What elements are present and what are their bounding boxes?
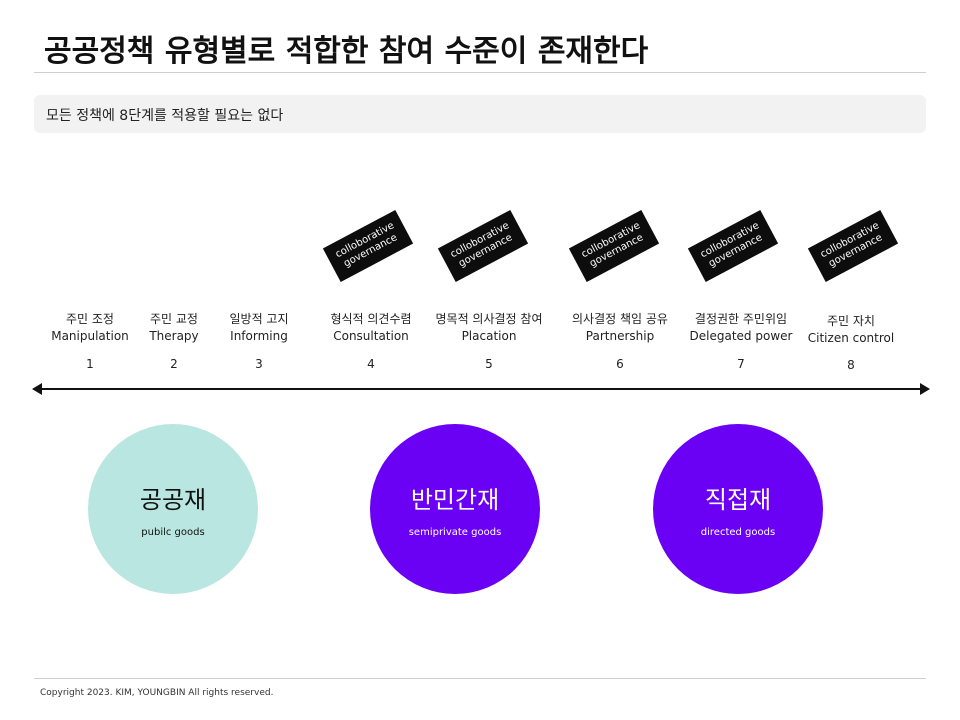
step-label-kr: 주민 조정: [66, 312, 114, 326]
step-4: 형식적 의견수렴 Consultation: [311, 310, 431, 343]
step-label-en: Informing: [230, 329, 288, 343]
step-label-en: Partnership: [585, 329, 655, 343]
step-number: 4: [367, 357, 375, 371]
step-6: 의사결정 책임 공유 Partnership: [560, 310, 680, 343]
step-number: 8: [847, 358, 855, 372]
step-label-kr: 의사결정 책임 공유: [572, 312, 668, 326]
governance-tag-4: colloborative governance: [322, 209, 414, 283]
step-5: 명목적 의사결정 참여 Placation: [429, 310, 549, 343]
public-goods-circle: 공공재 pubilc goods: [88, 424, 258, 594]
step-1: 주민 조정 Manipulation: [30, 310, 150, 343]
copyright-text: Copyright 2023. KIM, YOUNGBIN All rights…: [40, 688, 274, 698]
step-label-en: Citizen control: [807, 331, 895, 345]
goods-label-kr: 공공재: [139, 486, 207, 514]
step-number: 5: [485, 357, 493, 371]
governance-tag-5: colloborative governance: [437, 209, 529, 283]
step-label-kr: 형식적 의견수렴: [330, 312, 412, 326]
goods-label-kr: 반민간재: [410, 486, 500, 514]
step-label-en: Placation: [461, 329, 517, 343]
step-label-en: Manipulation: [51, 329, 129, 343]
goods-label-en: semiprivate goods: [408, 527, 502, 538]
governance-tag-6: colloborative governance: [568, 209, 660, 283]
title-divider: [34, 72, 926, 73]
step-8: 주민 자치 Citizen control: [791, 312, 911, 345]
step-3: 일방적 고지 Informing: [199, 310, 319, 343]
footer-divider: [34, 678, 926, 679]
step-number: 2: [170, 357, 178, 371]
goods-label-en: pubilc goods: [141, 527, 205, 538]
directed-goods-circle: 직접재 directed goods: [653, 424, 823, 594]
goods-label-en: directed goods: [700, 527, 776, 538]
subtitle-text: 모든 정책에 8단계를 적용할 필요는 없다: [46, 108, 284, 124]
governance-tag-7: colloborative governance: [687, 209, 779, 283]
step-label-en: Therapy: [149, 329, 199, 343]
step-number: 3: [255, 357, 263, 371]
step-label-en: Delegated power: [689, 329, 793, 343]
goods-label-kr: 직접재: [704, 486, 772, 514]
subtitle-box: 모든 정책에 8단계를 적용할 필요는 없다: [34, 95, 926, 133]
arrow-left-icon: [32, 383, 42, 395]
arrow-right-icon: [920, 383, 930, 395]
step-label-kr: 명목적 의사결정 참여: [435, 312, 543, 326]
page-title: 공공정책 유형별로 적합한 참여 수준이 존재한다: [44, 34, 649, 69]
step-label-kr: 주민 교정: [150, 312, 198, 326]
semiprivate-goods-circle: 반민간재 semiprivate goods: [370, 424, 540, 594]
step-label-en: Consultation: [333, 329, 409, 343]
governance-tag-8: colloborative governance: [807, 209, 899, 283]
step-number: 6: [616, 357, 624, 371]
step-label-kr: 결정권한 주민위임: [694, 312, 788, 326]
ladder-axis: [34, 388, 926, 390]
step-number: 7: [737, 357, 745, 371]
step-number: 1: [86, 357, 94, 371]
step-7: 결정권한 주민위임 Delegated power: [681, 310, 801, 343]
step-label-kr: 일방적 고지: [229, 312, 289, 326]
step-2: 주민 교정 Therapy: [114, 310, 234, 343]
step-label-kr: 주민 자치: [827, 314, 875, 328]
